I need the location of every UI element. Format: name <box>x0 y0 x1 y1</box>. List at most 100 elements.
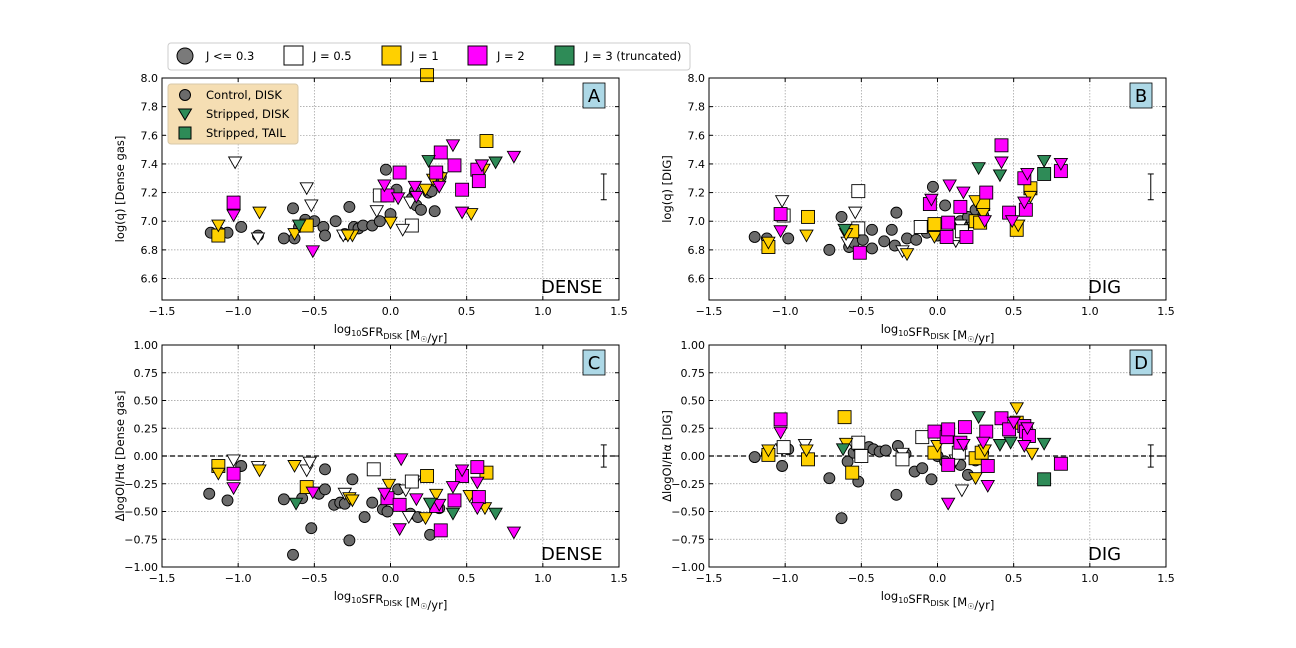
data-point-triangle <box>390 192 406 206</box>
data-point-triangle <box>954 484 970 498</box>
data-point-square <box>420 469 435 483</box>
data-point-circle <box>415 203 427 216</box>
data-point-circle <box>823 472 836 485</box>
data-point-triangle <box>401 511 417 524</box>
x-tick-label: −1.5 <box>696 305 723 318</box>
x-tick-label: −1.5 <box>149 305 176 318</box>
data-point-triangle <box>393 453 409 467</box>
y-tick-label: 7.8 <box>688 101 706 114</box>
y-axis-label: ΔlogOI/Hα [DIG] <box>660 410 674 502</box>
plot-frame <box>161 344 620 568</box>
y-tick-label: 1.00 <box>134 339 159 352</box>
data-point-triangle <box>975 208 991 221</box>
data-point-triangle <box>409 190 424 204</box>
data-point-triangle <box>975 436 991 450</box>
data-point-triangle <box>287 460 302 473</box>
data-point-triangle <box>454 206 470 220</box>
data-point-triangle <box>369 205 385 219</box>
panel-letter: B <box>1135 86 1147 107</box>
data-point-circle <box>203 487 216 500</box>
data-point-triangle <box>409 493 424 507</box>
data-point-triangle <box>1020 422 1035 436</box>
data-point-triangle <box>463 208 479 221</box>
data-point-triangle <box>773 426 788 440</box>
data-point-triangle <box>302 456 318 470</box>
x-tick-label: −1.5 <box>149 572 176 585</box>
data-point-circle <box>866 223 878 236</box>
x-axis-label: log10SFRDISK [M☉/yr] <box>881 322 995 345</box>
y-tick-label: 7.4 <box>688 158 706 171</box>
plot-frame <box>708 77 1167 301</box>
data-point-square <box>957 420 972 435</box>
data-point-circle <box>221 494 234 507</box>
inner-legend-frame <box>167 83 299 145</box>
data-point-triangle <box>1020 168 1035 181</box>
data-point-triangle <box>761 236 776 250</box>
x-axis-label-part: ☉ <box>420 335 427 344</box>
data-point-circle <box>343 534 356 547</box>
data-point-circle <box>835 512 848 525</box>
x-axis-label-part: 10 <box>351 329 361 338</box>
data-point-square <box>773 412 788 427</box>
data-point-square <box>979 185 994 200</box>
data-point-square <box>959 230 974 244</box>
data-point-circle <box>343 200 356 213</box>
panel-letter: A <box>588 86 601 107</box>
y-tick-label: 7.0 <box>141 215 159 228</box>
data-point-square <box>366 462 381 477</box>
data-point-square <box>941 422 956 437</box>
x-tick-label: 1.5 <box>610 572 628 585</box>
x-axis-label-part: SFR <box>908 592 930 606</box>
data-point-triangle <box>291 219 307 233</box>
data-point-triangle <box>992 438 1008 452</box>
y-tick-label: 6.6 <box>688 273 706 286</box>
data-point-square <box>773 207 788 222</box>
y-tick-label: −1.00 <box>124 561 158 574</box>
y-tick-label: 7.4 <box>141 158 159 171</box>
x-tick-label: 0.5 <box>1005 572 1023 585</box>
data-point-square <box>854 449 869 463</box>
data-point-square <box>433 145 448 160</box>
y-tick-label: 0.50 <box>134 395 159 408</box>
x-tick-label: −1.0 <box>772 305 799 318</box>
data-point-circle <box>866 242 878 255</box>
x-axis-label-part: ☉ <box>967 335 974 344</box>
x-axis-label-part: /yr] <box>974 598 994 612</box>
data-point-triangle <box>428 488 444 502</box>
y-tick-label: −0.25 <box>671 478 705 491</box>
data-point-triangle <box>474 159 490 173</box>
data-point-triangle <box>1017 440 1032 453</box>
data-point-square <box>392 497 407 512</box>
x-tick-label: −0.5 <box>301 305 328 318</box>
data-point-square <box>801 209 815 224</box>
x-axis-label-part: [M <box>402 595 420 609</box>
panel-letter-box <box>582 349 606 376</box>
data-point-triangle <box>1004 215 1020 229</box>
x-axis-label-part: 10 <box>898 329 908 338</box>
x-axis-label-part: ☉ <box>967 602 974 611</box>
y-tick-label: 8.0 <box>141 72 159 85</box>
y-tick-label: 7.2 <box>688 187 706 200</box>
data-point-square <box>941 457 956 472</box>
data-point-circle <box>305 522 318 535</box>
x-axis-label-part: 10 <box>351 596 361 605</box>
legend-marker-j3 <box>554 45 575 66</box>
region-label: DENSE <box>541 544 603 565</box>
data-point-triangle <box>488 156 503 170</box>
panel-letter-box <box>1129 82 1153 109</box>
y-tick-label: −0.75 <box>124 533 158 546</box>
x-axis-label-part: /yr] <box>427 331 447 345</box>
data-point-square <box>404 474 419 489</box>
data-point-circle <box>878 235 891 248</box>
data-point-circle <box>319 229 331 242</box>
data-point-circle <box>823 243 836 256</box>
data-point-square <box>471 174 486 189</box>
panel-c: −1.5 −1.0 −0.5 0.0 0.5 1.0 1.5 −1.00 −0.75 −0.50 −… <box>113 339 628 612</box>
data-point-triangle <box>940 497 956 511</box>
data-point-triangle <box>422 497 438 511</box>
y-tick-label: −0.50 <box>124 506 158 519</box>
data-point-triangle <box>774 195 790 209</box>
data-point-triangle <box>340 229 356 243</box>
data-point-triangle <box>927 231 942 244</box>
x-axis-label-part: DISK <box>930 332 950 341</box>
